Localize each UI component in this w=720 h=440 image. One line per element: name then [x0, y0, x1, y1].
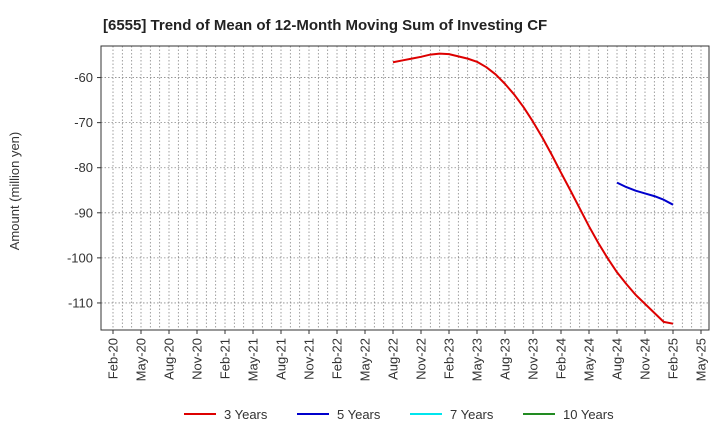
- x-tick-label: Feb-25: [666, 338, 681, 379]
- x-tick-label: Nov-24: [638, 338, 653, 380]
- series-line-5-years: [616, 181, 674, 206]
- x-tick-label: May-21: [246, 338, 261, 381]
- x-tick-label: Nov-22: [414, 338, 429, 380]
- y-tick-label: -110: [68, 295, 93, 310]
- x-tick-label: Nov-23: [526, 338, 541, 380]
- x-tick-label: Feb-22: [330, 338, 345, 379]
- series-line-3-years: [392, 52, 674, 325]
- legend-label: 7 Years: [450, 407, 494, 422]
- y-axis-label: Amount (million yen): [7, 132, 22, 251]
- plot-frame: [100, 45, 710, 331]
- x-tick-label: Feb-21: [218, 338, 233, 379]
- chart-title: [6555] Trend of Mean of 12-Month Moving …: [103, 17, 547, 34]
- x-tick-label: Feb-24: [554, 338, 569, 379]
- x-tick-label: Aug-20: [162, 338, 177, 380]
- x-tick-label: May-20: [134, 338, 149, 381]
- gridlines: [101, 46, 709, 330]
- x-tick-label: May-25: [694, 338, 709, 381]
- x-tick-label: Aug-22: [386, 338, 401, 380]
- legend-label: 5 Years: [337, 407, 381, 422]
- y-tick-label: -90: [74, 205, 93, 220]
- series-lines: [392, 52, 674, 325]
- y-tick-label: -80: [74, 160, 93, 175]
- legend-label: 3 Years: [224, 407, 268, 422]
- y-tick-label: -100: [67, 250, 93, 265]
- y-axis-ticks: -60 -70 -80 -90 -100 -110: [67, 70, 101, 310]
- x-tick-label: May-22: [358, 338, 373, 381]
- x-tick-label: Aug-23: [498, 338, 513, 380]
- x-tick-label: Feb-20: [106, 338, 121, 379]
- x-axis-ticks: Feb-20 May-20 Aug-20 Nov-20 Feb-21 May-21 Aug-…: [106, 330, 709, 381]
- legend: 3 Years 5 Years 7 Years 10 Years: [184, 407, 614, 422]
- legend-label: 10 Years: [563, 407, 614, 422]
- x-tick-label: Feb-23: [442, 338, 457, 379]
- y-tick-label: -70: [74, 115, 93, 130]
- x-tick-label: May-24: [582, 338, 597, 381]
- x-tick-label: Nov-21: [302, 338, 317, 380]
- x-tick-label: May-23: [470, 338, 485, 381]
- y-tick-label: -60: [74, 70, 93, 85]
- x-tick-label: Nov-20: [190, 338, 205, 380]
- x-tick-label: Aug-21: [274, 338, 289, 380]
- x-tick-label: Aug-24: [610, 338, 625, 380]
